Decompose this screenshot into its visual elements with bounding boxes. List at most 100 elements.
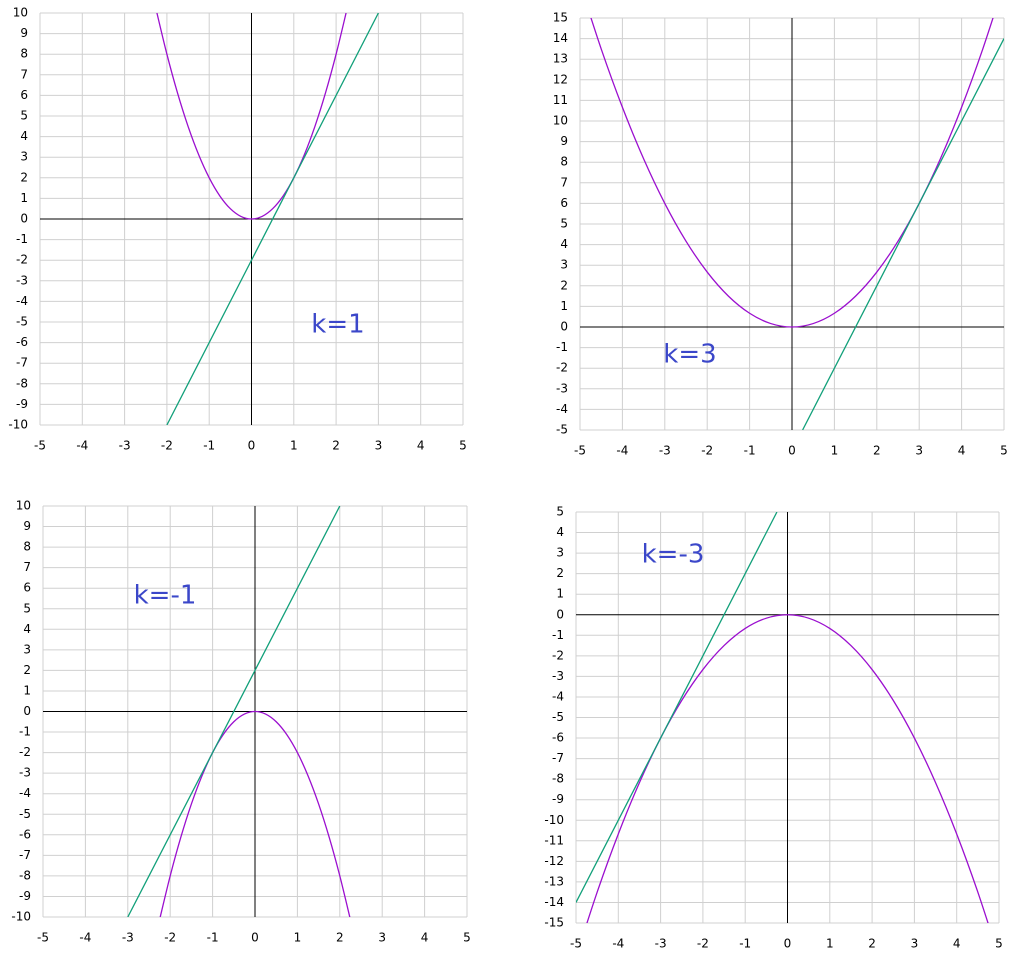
y-tick-label: -1 (556, 340, 568, 354)
curve (590, 18, 994, 328)
y-tick-label: 2 (560, 278, 568, 292)
y-tick-label: 11 (553, 93, 568, 107)
x-tick-label: 4 (417, 439, 425, 453)
curve (166, 13, 379, 425)
y-tick-label: 3 (560, 258, 568, 272)
y-tick-label: -6 (552, 731, 564, 745)
y-tick-label: -4 (552, 689, 564, 703)
x-tick-label: -5 (34, 439, 46, 453)
y-tick-label: -4 (16, 294, 28, 308)
curve (159, 710, 351, 917)
x-tick-label: -1 (739, 937, 751, 951)
x-tick-label: 2 (873, 444, 881, 458)
y-tick-label: -7 (552, 751, 564, 765)
x-tick-label: 4 (958, 444, 966, 458)
x-tick-label: 1 (290, 439, 298, 453)
y-tick-label: 1 (23, 683, 31, 697)
chart-panel: -5 -4 -3 -2 -1 0 1 2 3 4 5-5-4-3-2-101234567891011… (553, 11, 1008, 458)
x-tick-label: 5 (1000, 444, 1008, 458)
y-tick-label: 7 (23, 560, 31, 574)
x-tick-label: 0 (784, 937, 792, 951)
x-tick-label: -5 (37, 931, 49, 945)
y-tick-label: -2 (552, 648, 564, 662)
y-tick-label: -2 (556, 361, 568, 375)
y-tick-label: 14 (553, 31, 568, 45)
y-tick-label: 2 (556, 566, 564, 580)
y-tick-label: 4 (23, 622, 31, 636)
y-tick-label: 4 (20, 129, 28, 143)
x-tick-label: 5 (459, 439, 467, 453)
y-tick-label: -8 (19, 868, 31, 882)
y-tick-label: 6 (23, 581, 31, 595)
x-tick-label: -5 (574, 444, 586, 458)
annotation: k=3 (663, 340, 716, 370)
y-tick-label: -2 (19, 745, 31, 759)
y-tick-label: 8 (20, 47, 28, 61)
x-tick-label: -4 (616, 444, 628, 458)
y-tick-label: -9 (552, 792, 564, 806)
x-tick-label: 5 (463, 931, 471, 945)
y-tick-label: 2 (23, 663, 31, 677)
y-tick-label: 7 (20, 67, 28, 81)
y-tick-label: 0 (560, 320, 568, 334)
x-tick-label: -2 (697, 937, 709, 951)
y-tick-label: -8 (552, 772, 564, 786)
curve (576, 512, 778, 903)
y-tick-label: 5 (20, 109, 28, 123)
y-tick-label: -11 (544, 833, 564, 847)
y-tick-label: 6 (20, 88, 28, 102)
y-tick-label: -1 (552, 628, 564, 642)
x-tick-label: 5 (995, 937, 1003, 951)
y-tick-label: 10 (13, 6, 28, 20)
y-tick-label: 4 (556, 525, 564, 539)
y-tick-label: 7 (560, 175, 568, 189)
x-tick-label: 4 (953, 937, 961, 951)
y-tick-label: 8 (23, 540, 31, 554)
y-tick-label: -3 (16, 273, 28, 287)
x-tick-label: 0 (248, 439, 256, 453)
y-tick-label: 1 (20, 191, 28, 205)
curve (127, 506, 341, 917)
annotation: k=-3 (642, 540, 705, 570)
chart-panel: -5 -4 -3 -2 -1 0 1 2 3 4 5-10-9-8-7-6-5-4-3-2-1012… (8, 6, 466, 453)
y-tick-label: 9 (560, 134, 568, 148)
y-tick-label: 1 (560, 299, 568, 313)
curve (586, 614, 989, 923)
y-tick-label: 1 (556, 587, 564, 601)
y-tick-label: 4 (560, 237, 568, 251)
y-tick-label: -1 (16, 232, 28, 246)
x-tick-label: 2 (868, 937, 876, 951)
x-tick-label: -3 (119, 439, 131, 453)
chart-panel: -5 -4 -3 -2 -1 0 1 2 3 4 5-10-9-8-7-6-5-4-3-2-1012… (11, 499, 470, 945)
x-tick-label: -1 (207, 931, 219, 945)
x-tick-label: -2 (161, 439, 173, 453)
y-tick-label: 5 (23, 601, 31, 615)
y-tick-label: 0 (556, 607, 564, 621)
x-tick-label: -3 (122, 931, 134, 945)
y-tick-label: 13 (553, 52, 568, 66)
y-tick-label: -7 (16, 356, 28, 370)
x-tick-label: 4 (421, 931, 429, 945)
annotation: k=-1 (134, 581, 197, 611)
y-tick-label: -1 (19, 725, 31, 739)
y-tick-label: 9 (23, 519, 31, 533)
y-tick-label: -2 (16, 253, 28, 267)
y-tick-label: -3 (19, 766, 31, 780)
x-tick-label: -4 (612, 937, 624, 951)
y-tick-label: -7 (19, 848, 31, 862)
y-tick-label: -12 (544, 854, 564, 868)
y-tick-label: -14 (544, 895, 564, 909)
x-tick-label: -3 (659, 444, 671, 458)
y-tick-label: -10 (544, 813, 564, 827)
y-tick-label: -13 (544, 874, 564, 888)
y-tick-label: 15 (553, 11, 568, 25)
x-tick-label: -4 (76, 439, 88, 453)
x-tick-label: 2 (332, 439, 340, 453)
x-tick-label: 3 (375, 439, 383, 453)
y-tick-label: 5 (556, 505, 564, 519)
y-tick-label: 8 (560, 155, 568, 169)
x-tick-label: -2 (164, 931, 176, 945)
curve (802, 38, 1004, 430)
x-tick-label: 1 (294, 931, 302, 945)
